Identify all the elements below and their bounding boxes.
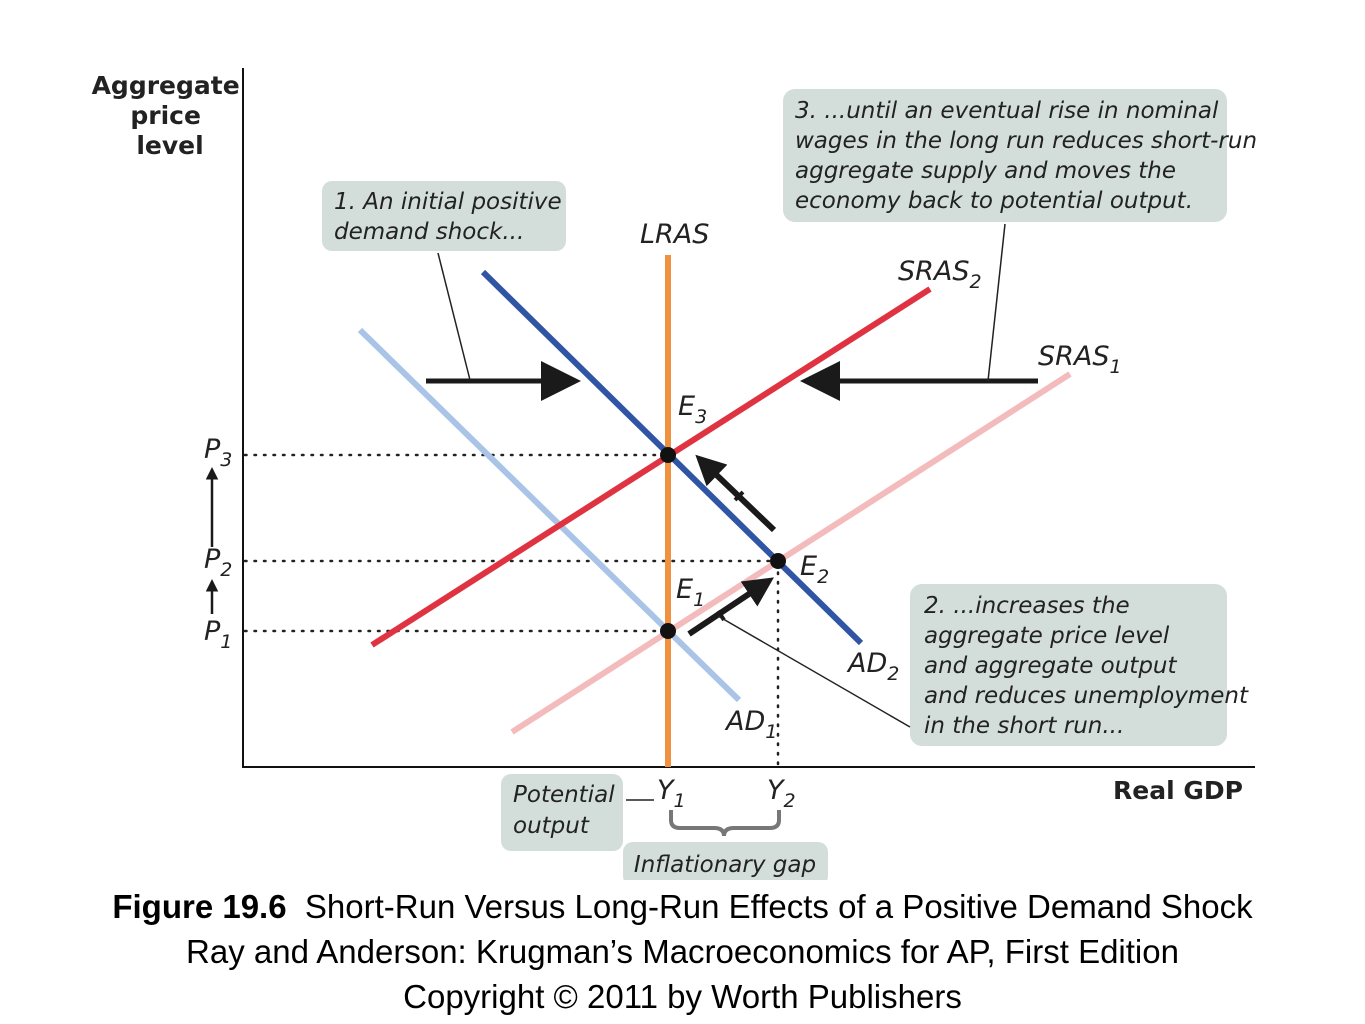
short-run-callout-leader (717, 615, 911, 728)
shock-callout-leader (437, 252, 471, 381)
p2-label: P2 (204, 544, 232, 581)
lras-label: LRAS (640, 219, 709, 250)
y2-label: Y2 (767, 775, 796, 812)
shock-callout-box (322, 181, 566, 251)
x-axis-label: Real GDP (1113, 776, 1243, 805)
sras1-label: SRAS1 (1038, 341, 1122, 378)
figure-label: Figure 19.6 (112, 888, 287, 925)
e1-point (660, 623, 676, 639)
e1-label: E1 (676, 574, 705, 611)
e3-label: E3 (678, 391, 707, 428)
caption-line-3: Copyright © 2011 by Worth Publishers (403, 978, 962, 1015)
ad2-label: AD2 (846, 648, 899, 685)
sras2-label: SRAS2 (898, 256, 982, 293)
e2-point (770, 553, 786, 569)
caption-line-1: Figure 19.6 Short-Run Versus Long-Run Ef… (0, 884, 1365, 929)
sras2-curve (370, 286, 932, 648)
figure-caption: Figure 19.6 Short-Run Versus Long-Run Ef… (0, 884, 1365, 1019)
ad-as-chart: Aggregate price level Real GDP LRAS SRAS… (92, 68, 1264, 880)
caption-line-2: Ray and Anderson: Krugman’s Macroeconomi… (186, 933, 1179, 970)
gap-box (623, 842, 828, 880)
short-run-callout-text: 2. ...increases the aggregate price leve… (924, 593, 1255, 739)
shock-callout-text: 1. An initial positive demand shock... (334, 189, 569, 245)
long-run-callout-text: 3. ...until an eventual rise in nominal … (795, 98, 1264, 214)
sras1-curve (510, 371, 1072, 735)
short-run-callout-box (910, 584, 1227, 746)
p3-label: P3 (204, 434, 232, 471)
gap-text: Inflationary gap (634, 852, 816, 878)
long-run-callout-box (783, 89, 1227, 222)
long-run-callout-leader (987, 223, 1006, 382)
figure-title: Short-Run Versus Long-Run Effects of a P… (304, 888, 1253, 925)
ad1-label: AD1 (724, 706, 777, 743)
ad1-curve (357, 327, 742, 703)
potential-output-text: Potential output (513, 782, 622, 839)
gap-brace (669, 810, 781, 837)
p1-label: P1 (204, 616, 232, 653)
e1-e2-arrow (687, 577, 774, 637)
guide-lines (243, 453, 780, 767)
e3-point (660, 447, 676, 463)
y-axis-label: Aggregate price level (92, 71, 249, 160)
e2-label: E2 (800, 551, 829, 588)
y1-label: Y1 (657, 775, 686, 812)
potential-output-box (501, 774, 623, 851)
